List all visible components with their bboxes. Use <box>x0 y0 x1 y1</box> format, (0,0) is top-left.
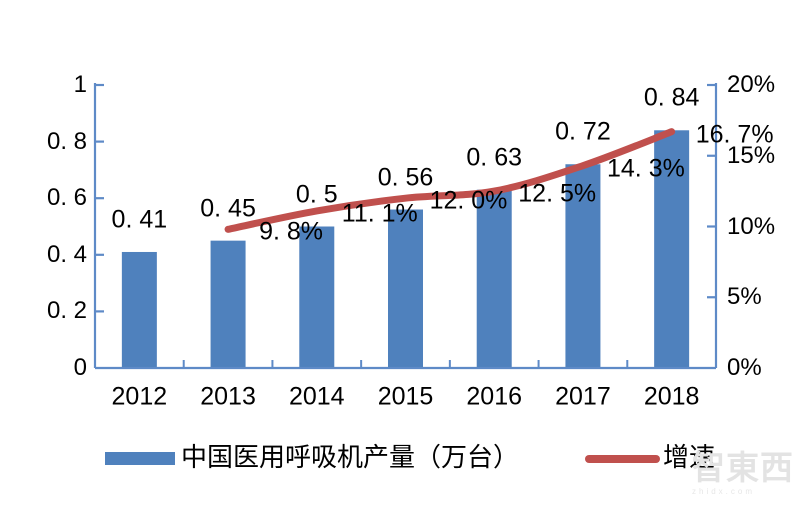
bar-2012 <box>121 251 157 368</box>
year-label-2015: 2015 <box>377 382 434 411</box>
bar-label-2013: 0. 45 <box>200 194 256 223</box>
bar-2015 <box>388 209 423 368</box>
left-axis-label-0.4: 0. 4 <box>46 240 87 268</box>
legend-line-swatch-icon <box>585 455 660 463</box>
right-axis-label-0: 0% <box>727 354 762 381</box>
year-label-2018: 2018 <box>643 382 700 411</box>
bar-label-2017: 0. 72 <box>555 117 611 146</box>
bar-2013 <box>210 240 246 368</box>
year-label-2016: 2016 <box>466 382 523 411</box>
bar-label-2014: 0. 5 <box>295 180 338 208</box>
right-axis-label-5: 5% <box>727 283 762 311</box>
growth-label-2014: 11. 1% <box>341 199 418 228</box>
left-axis-label-1: 1 <box>73 71 87 98</box>
year-label-2014: 2014 <box>288 382 345 411</box>
right-axis-label-15: 15% <box>727 141 776 169</box>
growth-label-2013: 9. 8% <box>259 217 324 246</box>
legend: 中国医用呼吸机产量（万台） 增速 <box>0 0 800 471</box>
growth-label-2018: 16. 7% <box>695 120 774 149</box>
year-label-2017: 2017 <box>555 382 611 411</box>
bar-label-2015: 0. 56 <box>377 163 434 192</box>
left-axis-label-0.6: 0. 6 <box>46 184 87 212</box>
bar-2016 <box>476 189 512 368</box>
left-axis-label-0.8: 0. 8 <box>46 127 87 155</box>
growth-label-2015: 12. 0% <box>429 186 508 215</box>
growth-line <box>224 128 676 233</box>
bar-label-2018: 0. 84 <box>643 83 700 112</box>
growth-label-2016: 12. 5% <box>518 179 597 208</box>
year-label-2012: 2012 <box>111 382 168 411</box>
bar-label-2016: 0. 63 <box>466 143 523 172</box>
legend-bar-label: 中国医用呼吸机产量（万台） <box>181 442 520 472</box>
bar-2014 <box>299 226 335 368</box>
right-axis-label-10: 10% <box>727 212 776 240</box>
legend-bar-swatch-icon <box>105 452 175 465</box>
bar-label-2012: 0. 41 <box>111 205 168 234</box>
bar-2017 <box>565 164 601 368</box>
left-axis-label-0.2: 0. 2 <box>46 297 87 325</box>
growth-label-2017: 14. 3% <box>607 154 685 183</box>
bar-2018 <box>654 130 690 368</box>
right-axis-label-20: 20% <box>727 71 776 98</box>
legend-line-label: 增速 <box>663 442 716 472</box>
year-label-2013: 2013 <box>200 382 256 411</box>
left-axis-label-0: 0 <box>73 354 87 381</box>
